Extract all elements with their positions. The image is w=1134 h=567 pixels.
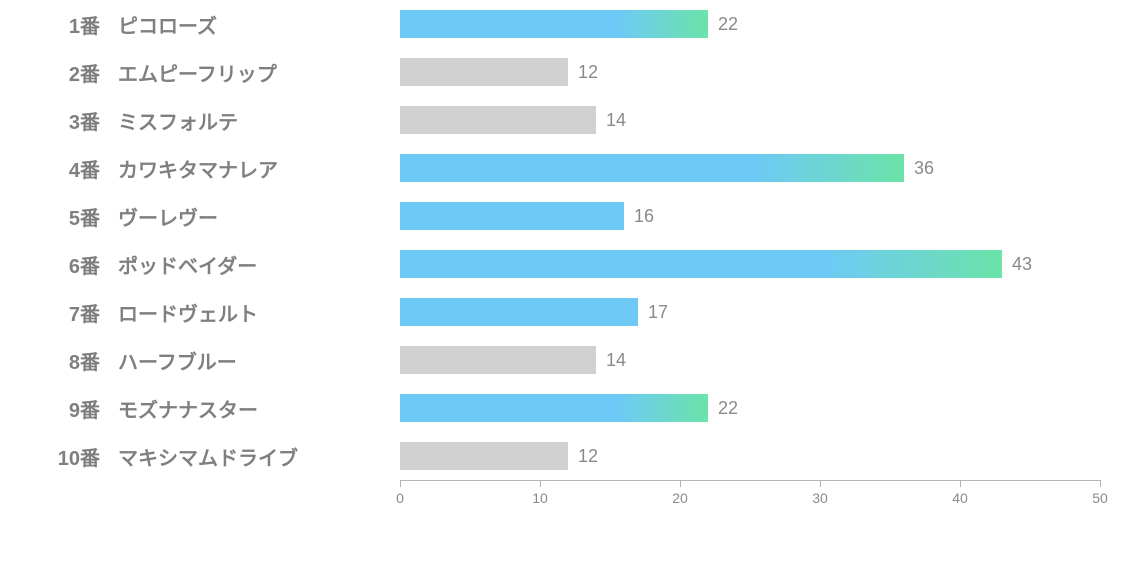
x-axis-tick bbox=[400, 480, 401, 487]
bar bbox=[400, 250, 1002, 278]
row-number: 5番 bbox=[40, 202, 118, 231]
x-axis-tick-label: 40 bbox=[952, 490, 968, 506]
row-number: 4番 bbox=[40, 154, 118, 183]
row-name: マキシマムドライブ bbox=[118, 442, 298, 471]
row-name: ヴーレヴー bbox=[118, 202, 218, 231]
row-number: 8番 bbox=[40, 346, 118, 375]
chart-row: 2番エムピーフリップ 12 bbox=[0, 48, 1134, 96]
bar-value-label: 16 bbox=[634, 206, 654, 227]
row-label: 1番ピコローズ bbox=[0, 10, 400, 39]
row-name: ピコローズ bbox=[118, 10, 217, 39]
chart-row: 10番マキシマムドライブ 12 bbox=[0, 432, 1134, 480]
row-number: 3番 bbox=[40, 106, 118, 135]
x-axis-tick bbox=[960, 480, 961, 487]
bar bbox=[400, 154, 904, 182]
row-number: 1番 bbox=[40, 10, 118, 39]
row-name: エムピーフリップ bbox=[118, 58, 277, 87]
row-label: 10番マキシマムドライブ bbox=[0, 442, 400, 471]
bar-cell: 43 bbox=[400, 250, 1100, 278]
chart-row: 8番ハーフブルー 14 bbox=[0, 336, 1134, 384]
bar-cell: 12 bbox=[400, 58, 1100, 86]
row-number: 9番 bbox=[40, 394, 118, 423]
x-axis-tick-label: 50 bbox=[1092, 490, 1108, 506]
bar bbox=[400, 346, 596, 374]
horizontal-bar-chart: 1番ピコローズ 22 2番エムピーフリップ 12 3番ミスフォルテ 14 4番カワキタマナレ… bbox=[0, 0, 1134, 567]
row-name: モズナナスター bbox=[118, 394, 258, 423]
row-label: 2番エムピーフリップ bbox=[0, 58, 400, 87]
row-number: 10番 bbox=[40, 442, 118, 471]
row-name: カワキタマナレア bbox=[118, 154, 278, 183]
x-axis-tick bbox=[820, 480, 821, 487]
bar-value-label: 12 bbox=[578, 62, 598, 83]
bar-value-label: 12 bbox=[578, 446, 598, 467]
chart-row: 5番ヴーレヴー 16 bbox=[0, 192, 1134, 240]
row-label: 5番ヴーレヴー bbox=[0, 202, 400, 231]
x-axis-tick-label: 30 bbox=[812, 490, 828, 506]
bar bbox=[400, 58, 568, 86]
chart-row: 4番カワキタマナレア 36 bbox=[0, 144, 1134, 192]
chart-row: 1番ピコローズ 22 bbox=[0, 0, 1134, 48]
bar-value-label: 17 bbox=[648, 302, 668, 323]
bar-cell: 12 bbox=[400, 442, 1100, 470]
bar-value-label: 14 bbox=[606, 350, 626, 371]
x-axis-tick bbox=[540, 480, 541, 487]
x-axis-tick-label: 20 bbox=[672, 490, 688, 506]
x-axis-tick-label: 10 bbox=[532, 490, 548, 506]
row-name: ハーフブルー bbox=[118, 346, 237, 375]
bar bbox=[400, 10, 708, 38]
row-label: 8番ハーフブルー bbox=[0, 346, 400, 375]
row-number: 2番 bbox=[40, 58, 118, 87]
bar-cell: 36 bbox=[400, 154, 1100, 182]
bar bbox=[400, 298, 638, 326]
bar bbox=[400, 394, 708, 422]
bar-value-label: 22 bbox=[718, 14, 738, 35]
row-name: ミスフォルテ bbox=[118, 106, 238, 135]
row-number: 6番 bbox=[40, 250, 118, 279]
row-name: ロードヴェルト bbox=[118, 298, 258, 327]
bar-value-label: 43 bbox=[1012, 254, 1032, 275]
bar bbox=[400, 106, 596, 134]
row-label: 9番モズナナスター bbox=[0, 394, 400, 423]
x-axis-tick-label: 0 bbox=[396, 490, 404, 506]
chart-row: 6番ポッドベイダー 43 bbox=[0, 240, 1134, 288]
bar-cell: 14 bbox=[400, 346, 1100, 374]
chart-row: 7番ロードヴェルト 17 bbox=[0, 288, 1134, 336]
row-label: 6番ポッドベイダー bbox=[0, 250, 400, 279]
chart-row: 3番ミスフォルテ 14 bbox=[0, 96, 1134, 144]
bar bbox=[400, 442, 568, 470]
x-axis-tick bbox=[1100, 480, 1101, 487]
row-label: 4番カワキタマナレア bbox=[0, 154, 400, 183]
x-axis-line bbox=[400, 480, 1100, 481]
x-axis-tick bbox=[680, 480, 681, 487]
bar-value-label: 36 bbox=[914, 158, 934, 179]
row-label: 7番ロードヴェルト bbox=[0, 298, 400, 327]
row-number: 7番 bbox=[40, 298, 118, 327]
x-axis: 01020304050 bbox=[400, 480, 1100, 520]
bar-cell: 22 bbox=[400, 10, 1100, 38]
bar-cell: 16 bbox=[400, 202, 1100, 230]
bar-value-label: 22 bbox=[718, 398, 738, 419]
bar-cell: 22 bbox=[400, 394, 1100, 422]
row-label: 3番ミスフォルテ bbox=[0, 106, 400, 135]
row-name: ポッドベイダー bbox=[118, 250, 257, 279]
chart-row: 9番モズナナスター 22 bbox=[0, 384, 1134, 432]
bar bbox=[400, 202, 624, 230]
bar-cell: 17 bbox=[400, 298, 1100, 326]
bar-cell: 14 bbox=[400, 106, 1100, 134]
bar-value-label: 14 bbox=[606, 110, 626, 131]
